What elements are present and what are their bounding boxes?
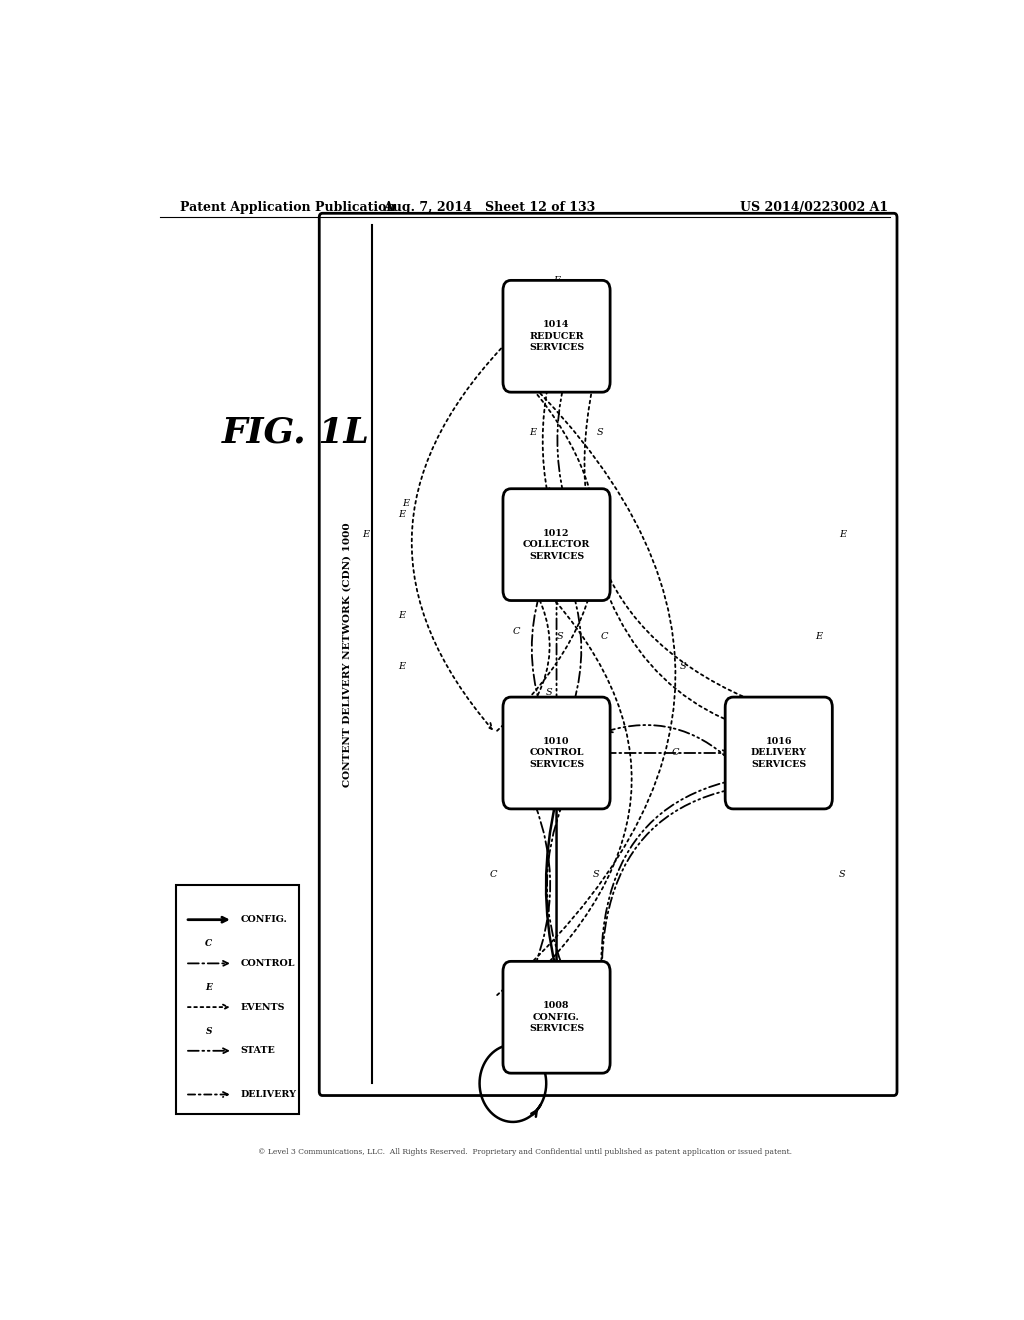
Text: C: C bbox=[672, 748, 679, 758]
Text: E: E bbox=[398, 663, 406, 671]
Text: S: S bbox=[546, 688, 552, 697]
FancyBboxPatch shape bbox=[176, 886, 299, 1114]
Text: 1010
CONTROL
SERVICES: 1010 CONTROL SERVICES bbox=[529, 737, 584, 770]
FancyBboxPatch shape bbox=[319, 214, 897, 1096]
Text: 1012
COLLECTOR
SERVICES: 1012 COLLECTOR SERVICES bbox=[523, 529, 590, 561]
Text: US 2014/0223002 A1: US 2014/0223002 A1 bbox=[740, 201, 889, 214]
Text: E: E bbox=[815, 631, 822, 640]
Text: S: S bbox=[597, 428, 603, 437]
Text: 1014
REDUCER
SERVICES: 1014 REDUCER SERVICES bbox=[529, 321, 584, 352]
Text: E: E bbox=[398, 611, 406, 620]
Text: E: E bbox=[402, 499, 410, 508]
Text: EVENTS: EVENTS bbox=[241, 1003, 286, 1011]
Text: S: S bbox=[839, 870, 846, 879]
Text: S: S bbox=[593, 870, 599, 879]
Text: CONFIG.: CONFIG. bbox=[241, 915, 288, 924]
Text: S: S bbox=[206, 1027, 212, 1036]
Text: S: S bbox=[680, 663, 687, 671]
Text: FIG. 1L: FIG. 1L bbox=[221, 416, 370, 450]
Text: E: E bbox=[206, 983, 212, 991]
FancyBboxPatch shape bbox=[503, 961, 610, 1073]
Text: S: S bbox=[557, 631, 564, 640]
Text: E: E bbox=[398, 510, 406, 519]
Text: C: C bbox=[600, 631, 608, 640]
Text: DELIVERY: DELIVERY bbox=[241, 1090, 297, 1100]
Text: C: C bbox=[206, 939, 213, 948]
Text: CONTENT DELIVERY NETWORK (CDN) 1000: CONTENT DELIVERY NETWORK (CDN) 1000 bbox=[343, 523, 351, 787]
Text: STATE: STATE bbox=[241, 1047, 275, 1055]
Text: 1016
DELIVERY
SERVICES: 1016 DELIVERY SERVICES bbox=[751, 737, 807, 770]
FancyBboxPatch shape bbox=[503, 280, 610, 392]
Text: E: E bbox=[839, 529, 846, 539]
Text: © Level 3 Communications, LLC.  All Rights Reserved.  Proprietary and Confidenti: © Level 3 Communications, LLC. All Right… bbox=[258, 1148, 792, 1156]
FancyBboxPatch shape bbox=[725, 697, 833, 809]
Text: Aug. 7, 2014   Sheet 12 of 133: Aug. 7, 2014 Sheet 12 of 133 bbox=[383, 201, 595, 214]
FancyBboxPatch shape bbox=[503, 697, 610, 809]
Text: C: C bbox=[489, 870, 497, 879]
Text: E: E bbox=[553, 276, 560, 285]
Text: C: C bbox=[513, 627, 520, 635]
Text: Patent Application Publication: Patent Application Publication bbox=[179, 201, 395, 214]
FancyBboxPatch shape bbox=[503, 488, 610, 601]
Text: E: E bbox=[362, 529, 370, 539]
Text: CONTROL: CONTROL bbox=[241, 958, 295, 968]
Text: 1008
CONFIG.
SERVICES: 1008 CONFIG. SERVICES bbox=[529, 1002, 584, 1034]
Text: E: E bbox=[529, 428, 537, 437]
